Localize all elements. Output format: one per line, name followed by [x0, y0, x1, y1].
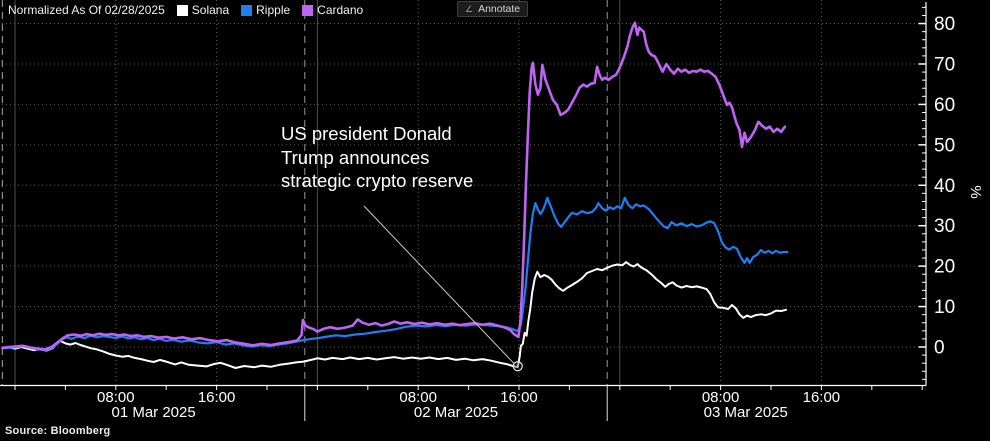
- legend-label-solana: Solana: [191, 3, 230, 17]
- x-tick-label: 08:00: [399, 388, 437, 406]
- y-tick-label: 10: [934, 297, 955, 318]
- legend-swatch-cardano-icon: [302, 4, 314, 16]
- x-tick-label: 16:00: [500, 388, 538, 406]
- legend-item-solana[interactable]: Solana: [176, 3, 230, 17]
- series-line-cardano: [1, 21, 787, 351]
- chart-annotation-text: US president Donald Trump announces stra…: [281, 122, 473, 193]
- annotate-button-label: Annotate: [478, 3, 521, 15]
- annotation-line-2: Trump announces: [281, 146, 430, 168]
- y-tick-label: 50: [934, 135, 955, 156]
- y-tick-label: 40: [934, 176, 955, 197]
- annotate-pencil-icon: ∠: [465, 3, 474, 14]
- y-tick-label: 80: [934, 14, 955, 35]
- series-line-solana: [1, 261, 788, 369]
- y-tick-label: 20: [934, 257, 955, 278]
- legend-item-ripple[interactable]: Ripple: [241, 3, 290, 17]
- y-tick-label: 70: [934, 54, 955, 75]
- y-tick-label: 60: [934, 95, 955, 116]
- series-line-ripple: [1, 196, 789, 352]
- x-tick-label: 08:00: [701, 388, 740, 406]
- x-tick-label: 16:00: [197, 388, 236, 406]
- y-tick-label: 30: [934, 216, 955, 237]
- annotate-button[interactable]: ∠ Annotate: [457, 1, 529, 17]
- x-tick-label: 16:00: [802, 388, 841, 406]
- legend-swatch-ripple-icon: [241, 4, 253, 16]
- y-axis-unit-label: %: [967, 185, 984, 198]
- legend-label-ripple: Ripple: [256, 3, 291, 17]
- legend-swatch-solana-icon: [176, 4, 188, 16]
- normalized-as-of-label: Normalized As Of 02/28/2025: [8, 3, 165, 17]
- x-date-label: 01 Mar 2025: [111, 404, 196, 421]
- annotation-pointer-line: [363, 205, 515, 365]
- x-tick-label: 08:00: [97, 388, 135, 406]
- legend-bar: Normalized As Of 02/28/2025 Solana Rippl…: [8, 2, 363, 18]
- y-tick-label: 0: [934, 338, 945, 359]
- event-marker-circle: [512, 361, 523, 372]
- source-label: Source: Bloomberg: [5, 425, 111, 437]
- legend-item-cardano[interactable]: Cardano: [302, 3, 363, 17]
- x-date-label: 02 Mar 2025: [413, 404, 499, 421]
- x-date-label: 03 Mar 2025: [703, 404, 788, 421]
- annotation-line-3: strategic crypto reserve: [281, 170, 474, 191]
- annotation-line-1: US president Donald: [281, 123, 452, 144]
- legend-label-cardano: Cardano: [317, 3, 364, 17]
